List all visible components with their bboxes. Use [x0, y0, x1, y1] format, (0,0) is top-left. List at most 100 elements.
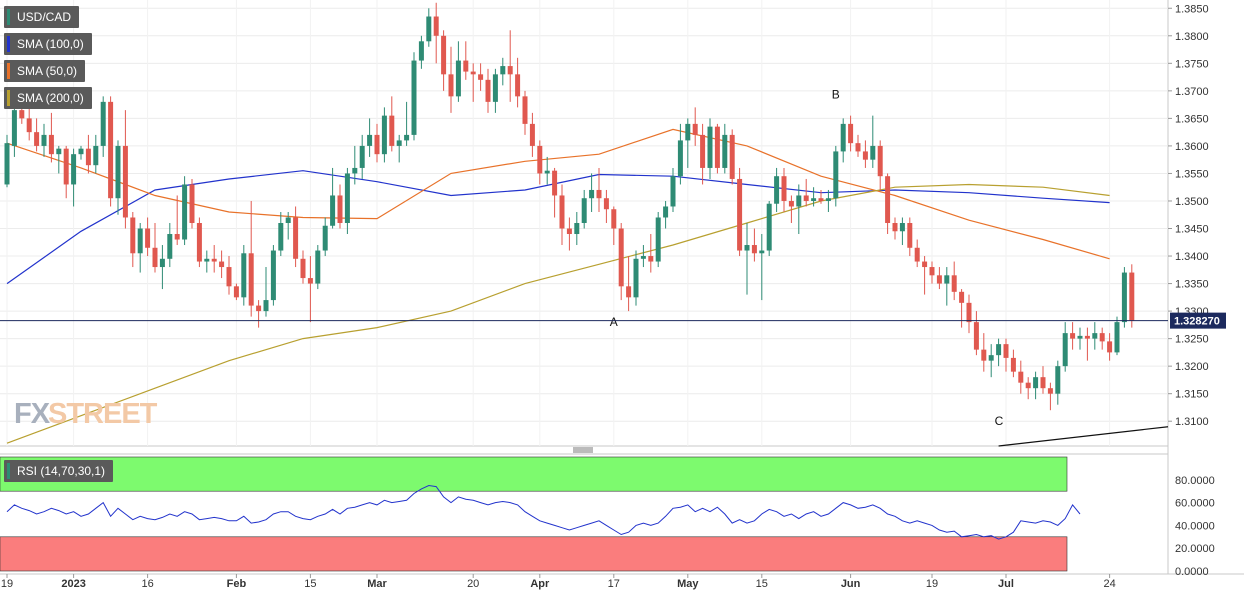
candle	[1040, 366, 1046, 394]
candle-body	[914, 247, 920, 262]
candle	[256, 300, 262, 328]
candle-body	[389, 115, 395, 146]
candle-body	[337, 195, 343, 223]
candle	[1003, 338, 1009, 372]
candle	[862, 140, 868, 168]
candle	[944, 267, 950, 306]
candle-body	[307, 278, 313, 284]
sma-line-1000	[6, 170, 1110, 285]
current-price-badge	[1170, 312, 1226, 329]
candle	[766, 200, 772, 257]
legend-usdcad[interactable]: USD/CAD	[4, 6, 80, 28]
price-tick-label: 1.3600	[1175, 141, 1209, 153]
candle	[1129, 264, 1135, 328]
candle-body	[315, 250, 321, 284]
candle	[796, 184, 802, 235]
candle	[108, 96, 114, 207]
candle-body	[256, 305, 262, 312]
candle-body	[803, 195, 809, 201]
candle	[1025, 377, 1031, 400]
candle-body	[633, 258, 639, 298]
price-tick-label: 1.3850	[1175, 3, 1209, 15]
legend-sma200[interactable]: SMA (200,0)	[4, 87, 92, 109]
candle	[1010, 349, 1016, 378]
candle	[396, 134, 402, 163]
annotation-b: B	[832, 88, 840, 102]
candle-body	[944, 275, 950, 284]
candle	[537, 140, 543, 185]
candle	[855, 134, 861, 157]
chart-annotations: A B C	[610, 88, 1004, 429]
legend-rsi[interactable]: RSI (14,70,30,1)	[4, 460, 114, 482]
candle	[685, 118, 691, 168]
current-price-label: 1.328270	[1174, 316, 1220, 328]
legend-sma100[interactable]: SMA (100,0)	[4, 33, 92, 55]
price-tick-label: 1.3550	[1175, 168, 1209, 180]
candle	[870, 115, 876, 168]
candle	[626, 256, 632, 312]
candle-body	[811, 198, 817, 201]
candle	[492, 68, 498, 113]
fxstreet-watermark: FX STREET	[14, 398, 159, 430]
candle-body	[552, 170, 558, 196]
candle-body	[1092, 333, 1098, 339]
candle	[41, 123, 47, 157]
candle-body	[330, 195, 336, 226]
candle-body	[744, 245, 750, 251]
candle	[293, 206, 299, 268]
legend-swatch-rsi	[7, 463, 10, 479]
candle	[759, 234, 765, 301]
candle	[182, 176, 188, 246]
candle-body	[470, 71, 476, 75]
candle	[1018, 360, 1024, 394]
legend-swatch-sma200	[7, 90, 10, 106]
candle-body	[1084, 335, 1090, 339]
date-tick-label: 19	[1, 578, 13, 590]
candle	[803, 178, 809, 207]
candle-body	[996, 344, 1002, 356]
candle	[529, 112, 535, 157]
candle-body	[293, 217, 299, 259]
candle	[737, 167, 743, 257]
candle	[374, 123, 380, 163]
candle-body	[1114, 322, 1120, 353]
candle-body	[626, 286, 632, 298]
watermark-fx: FX	[14, 398, 51, 430]
rsi-panel: 80.0000 60.0000 40.0000 20.0000 0.0000	[0, 456, 1215, 578]
candle	[707, 118, 713, 179]
candle-body	[825, 198, 831, 201]
legend-sma50[interactable]: SMA (50,0)	[4, 60, 86, 82]
candle	[966, 294, 972, 334]
candle	[211, 245, 217, 273]
candle-body	[677, 140, 683, 177]
candle	[959, 289, 965, 328]
candle-body	[988, 355, 994, 361]
candle	[404, 101, 410, 146]
candle	[907, 217, 913, 257]
candle-body	[418, 41, 424, 61]
candle-body	[700, 134, 706, 168]
candle-body	[737, 178, 743, 251]
candle-body	[951, 275, 957, 292]
candle	[544, 156, 550, 185]
candle	[507, 30, 513, 102]
candle	[640, 245, 646, 268]
candle-body	[1003, 344, 1009, 358]
candle	[788, 195, 794, 223]
price-tick-label: 1.3750	[1175, 58, 1209, 70]
candle-body	[219, 261, 225, 268]
price-tick-label: 1.3650	[1175, 113, 1209, 125]
candle	[145, 217, 151, 257]
candle	[877, 140, 883, 190]
candle	[78, 145, 84, 160]
candle	[1055, 360, 1061, 405]
candle-body	[574, 223, 580, 235]
candle-body	[270, 250, 276, 301]
candle-body	[263, 300, 269, 312]
candle-body	[433, 16, 439, 36]
candle-body	[751, 245, 757, 254]
candle-body	[374, 134, 380, 155]
candle-body	[559, 195, 565, 229]
